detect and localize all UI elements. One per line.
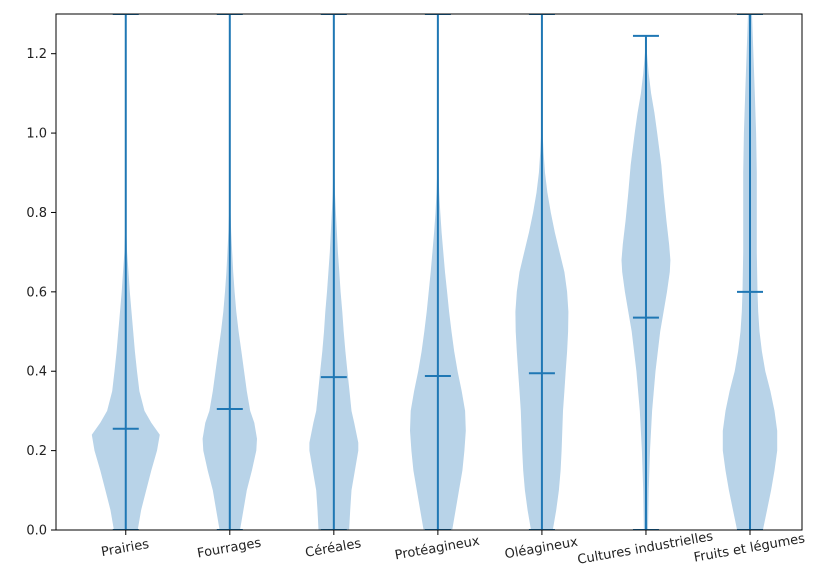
y-tick-label: 0.6 bbox=[26, 285, 47, 300]
y-tick-label: 0.0 bbox=[26, 524, 47, 539]
y-tick-label: 1.0 bbox=[26, 127, 47, 142]
x-tick-label: Prairies bbox=[100, 537, 150, 560]
x-tick-label: Protéagineux bbox=[394, 534, 481, 564]
x-tick-label: Fourrages bbox=[196, 536, 263, 562]
y-tick-label: 0.8 bbox=[26, 206, 47, 221]
y-tick-label: 0.4 bbox=[26, 365, 47, 380]
x-tick-label: Céréales bbox=[304, 536, 362, 561]
y-tick-label: 0.2 bbox=[26, 444, 47, 459]
y-tick-label: 1.2 bbox=[26, 47, 47, 62]
plot-frame bbox=[55, 13, 803, 531]
x-tick-label: Oléagineux bbox=[504, 535, 580, 563]
stats-layer bbox=[112, 14, 763, 530]
violins-layer bbox=[91, 14, 778, 530]
